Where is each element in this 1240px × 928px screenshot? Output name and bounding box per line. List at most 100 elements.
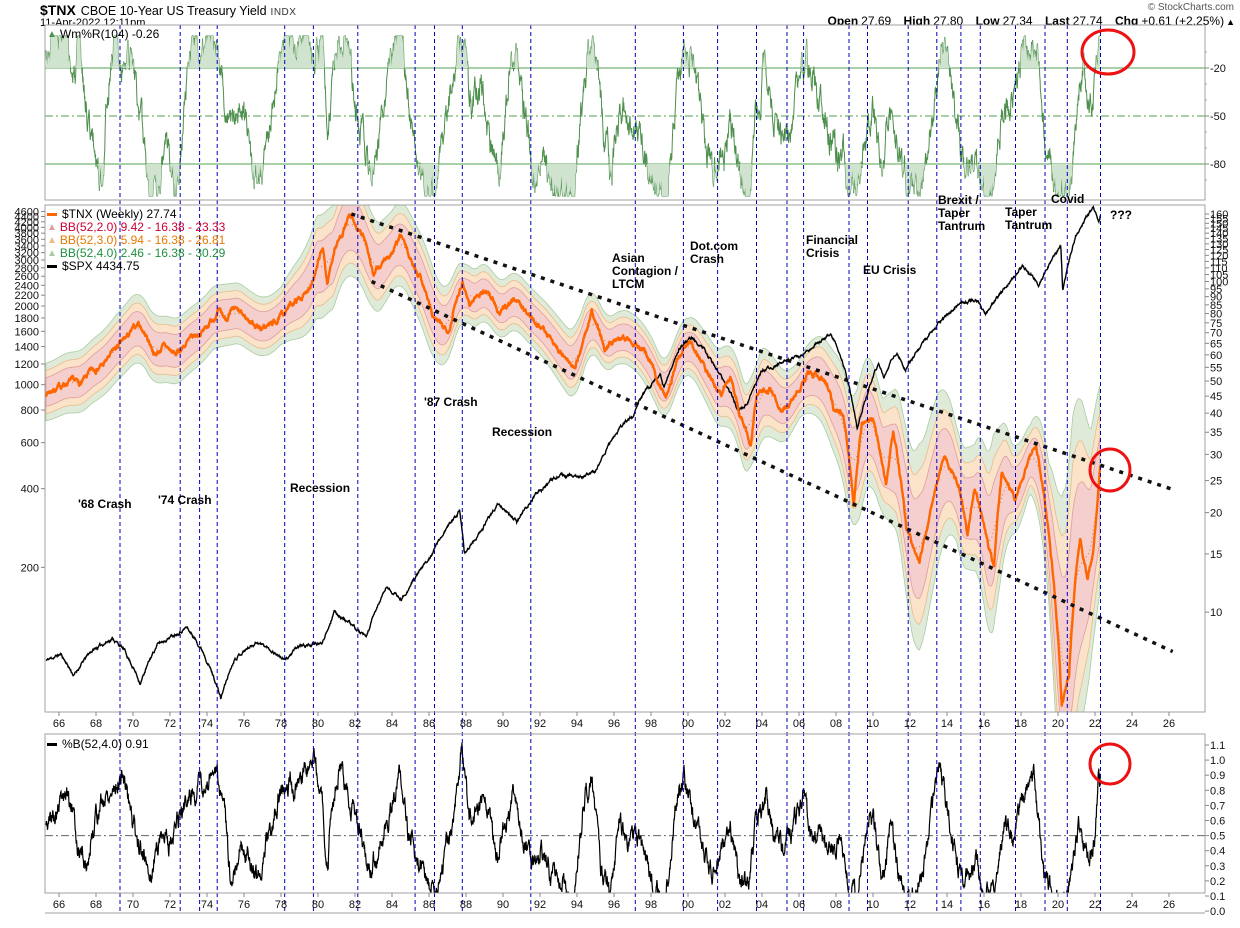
svg-text:-20: -20 — [1210, 63, 1226, 75]
svg-text:68: 68 — [90, 899, 102, 911]
svg-text:94: 94 — [571, 899, 583, 911]
svg-text:130: 130 — [1210, 239, 1228, 251]
svg-text:0.4: 0.4 — [1210, 846, 1225, 858]
highlight-circle — [1088, 447, 1132, 493]
svg-text:50: 50 — [1210, 376, 1222, 388]
svg-text:84: 84 — [386, 899, 398, 911]
pb-panel — [45, 742, 1205, 893]
svg-text:66: 66 — [53, 899, 65, 911]
svg-text:-50: -50 — [1210, 111, 1226, 123]
svg-text:65: 65 — [1210, 338, 1222, 350]
svg-text:135: 135 — [1210, 233, 1228, 245]
svg-text:72: 72 — [164, 718, 176, 730]
tnx-line-swatch — [47, 213, 57, 216]
svg-text:22: 22 — [1089, 718, 1101, 730]
svg-text:90: 90 — [497, 899, 509, 911]
svg-text:76: 76 — [238, 899, 250, 911]
main-legend: $TNX (Weekly) 27.74 ▲ BB(52,2.0) 9.42 - 1… — [47, 208, 225, 273]
svg-text:22: 22 — [1089, 899, 1101, 911]
svg-text:66: 66 — [53, 718, 65, 730]
svg-text:24: 24 — [1126, 899, 1138, 911]
main-panel — [45, 205, 1174, 712]
svg-text:80: 80 — [312, 899, 324, 911]
svg-text:75: 75 — [1210, 318, 1222, 330]
svg-text:0.7: 0.7 — [1210, 800, 1225, 812]
svg-text:0.6: 0.6 — [1210, 816, 1225, 828]
svg-text:2600: 2600 — [15, 271, 39, 283]
svg-text:82: 82 — [349, 899, 361, 911]
svg-text:115: 115 — [1210, 256, 1228, 268]
svg-text:150: 150 — [1210, 218, 1228, 230]
svg-text:20: 20 — [1052, 899, 1064, 911]
svg-text:2800: 2800 — [15, 263, 39, 275]
wmr-mountain-icon: ▲ — [47, 28, 57, 40]
svg-text:12: 12 — [904, 718, 916, 730]
svg-text:2000: 2000 — [15, 301, 39, 313]
bb4-legend-label: BB(52,4.0) 2.46 - 16.38 - 30.29 — [59, 246, 226, 260]
bb3-mountain-icon: ▲ — [47, 234, 57, 246]
svg-text:0.8: 0.8 — [1210, 785, 1225, 797]
svg-text:25: 25 — [1210, 476, 1222, 488]
svg-text:0.0: 0.0 — [1210, 906, 1225, 918]
svg-text:35: 35 — [1210, 427, 1222, 439]
svg-text:86: 86 — [423, 718, 435, 730]
svg-text:2400: 2400 — [15, 280, 39, 292]
svg-text:24: 24 — [1126, 718, 1138, 730]
svg-text:90: 90 — [1210, 292, 1222, 304]
svg-text:78: 78 — [275, 899, 287, 911]
svg-text:76: 76 — [238, 718, 250, 730]
page-title: CBOE 10-Year US Treasury Yield — [80, 4, 267, 18]
svg-text:3200: 3200 — [15, 248, 39, 260]
svg-text:70: 70 — [127, 899, 139, 911]
svg-text:84: 84 — [386, 718, 398, 730]
svg-text:200: 200 — [21, 562, 39, 574]
pb-legend-label: %B(52,4.0) 0.91 — [62, 737, 149, 751]
svg-text:92: 92 — [534, 718, 546, 730]
spx-line-swatch — [47, 265, 57, 268]
copyright: © StockCharts.com — [1147, 2, 1234, 13]
svg-text:15: 15 — [1210, 549, 1222, 561]
svg-text:1.0: 1.0 — [1210, 755, 1225, 767]
svg-text:60: 60 — [1210, 350, 1222, 362]
svg-text:3600: 3600 — [15, 234, 39, 246]
svg-text:92: 92 — [534, 899, 546, 911]
svg-text:0.3: 0.3 — [1210, 861, 1225, 873]
svg-text:98: 98 — [645, 899, 657, 911]
svg-text:74: 74 — [201, 718, 213, 730]
wmr-legend-label: Wm%R(104) -0.26 — [59, 27, 160, 41]
spx-legend-label: $SPX 4434.75 — [62, 259, 140, 273]
svg-text:74: 74 — [201, 899, 213, 911]
svg-text:1400: 1400 — [15, 341, 39, 353]
svg-text:04: 04 — [756, 899, 768, 911]
wmr-legend: ▲ Wm%R(104) -0.26 — [47, 28, 159, 41]
svg-text:96: 96 — [608, 718, 620, 730]
svg-text:14: 14 — [941, 899, 953, 911]
chart-header: $TNX CBOE 10-Year US Treasury Yield INDX — [40, 2, 296, 20]
svg-text:90: 90 — [497, 718, 509, 730]
svg-text:04: 04 — [756, 718, 768, 730]
svg-text:08: 08 — [830, 718, 842, 730]
pb-legend: %B(52,4.0) 0.91 — [47, 738, 149, 751]
svg-text:-80: -80 — [1210, 159, 1226, 171]
svg-text:1.1: 1.1 — [1210, 740, 1225, 752]
svg-text:80: 80 — [312, 718, 324, 730]
svg-text:95: 95 — [1210, 284, 1222, 296]
svg-text:70: 70 — [127, 718, 139, 730]
svg-text:155: 155 — [1210, 214, 1228, 226]
svg-text:110: 110 — [1210, 263, 1228, 275]
svg-text:3000: 3000 — [15, 255, 39, 267]
svg-text:120: 120 — [1210, 250, 1228, 262]
highlight-circle — [1088, 742, 1132, 786]
svg-text:0.5: 0.5 — [1210, 831, 1225, 843]
svg-text:94: 94 — [571, 718, 583, 730]
bb2-mountain-icon: ▲ — [47, 221, 57, 233]
svg-text:20: 20 — [1052, 718, 1064, 730]
exchange-label: INDX — [270, 7, 297, 18]
svg-text:4200: 4200 — [15, 217, 39, 229]
highlight-circle — [1080, 28, 1136, 76]
svg-text:00: 00 — [682, 899, 694, 911]
svg-text:2200: 2200 — [15, 290, 39, 302]
svg-text:70: 70 — [1210, 328, 1222, 340]
